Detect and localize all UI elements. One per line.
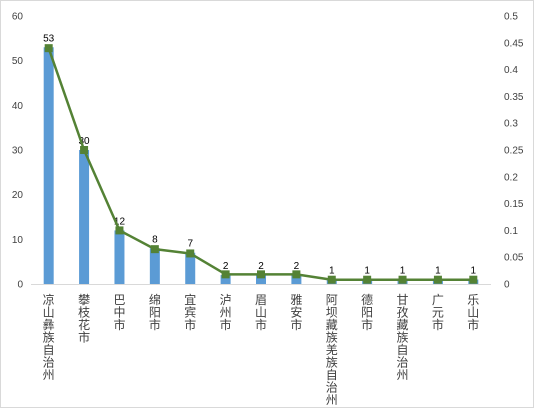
left-tick-label: 40 bbox=[12, 101, 24, 112]
bar-data-label: 12 bbox=[114, 216, 126, 227]
bar-data-label: 2 bbox=[258, 261, 264, 272]
left-tick-label: 50 bbox=[12, 56, 24, 67]
right-tick-label: 0.2 bbox=[504, 172, 518, 183]
bar bbox=[220, 275, 231, 284]
bar-data-labels: 53 30 12 8 7 2 2 2 1 1 1 1 1 bbox=[43, 33, 476, 276]
bar bbox=[185, 252, 196, 284]
bar-data-label: 1 bbox=[400, 266, 406, 277]
bar-series bbox=[43, 47, 479, 285]
line-marker bbox=[433, 275, 442, 284]
category-axis: 凉山彝族自治州 攀枝花市 巴中市 绵阳市 宜宾市 泸州市 眉山市 雅安市 阿坝藏族羌族自治州 德阳… bbox=[31, 284, 491, 407]
bar bbox=[79, 150, 90, 284]
line-marker bbox=[80, 146, 89, 154]
line-marker bbox=[257, 270, 265, 279]
right-tick-label: 0.45 bbox=[504, 38, 524, 49]
line-marker bbox=[115, 226, 124, 235]
bar bbox=[256, 275, 266, 284]
bar-data-label: 8 bbox=[152, 234, 158, 245]
line-series bbox=[44, 44, 478, 284]
category-label: 德阳市 bbox=[361, 292, 373, 332]
category-label: 凉山彝族自治州 bbox=[43, 292, 55, 382]
right-tick-label: 0 bbox=[504, 280, 510, 291]
line-marker bbox=[469, 275, 478, 284]
left-tick-label: 30 bbox=[12, 146, 24, 157]
bar-data-label: 1 bbox=[435, 266, 441, 277]
right-tick-label: 0.4 bbox=[504, 65, 518, 76]
line-marker bbox=[292, 270, 301, 279]
line-marker bbox=[398, 275, 407, 284]
series-line bbox=[47, 47, 474, 281]
right-axis: 0 0.05 0.1 0.15 0.2 0.25 0.3 0.35 0.4 0.45 0.5 bbox=[504, 12, 524, 291]
bar bbox=[291, 275, 302, 284]
bar-data-label: 1 bbox=[471, 266, 477, 277]
bar bbox=[43, 47, 54, 285]
category-label: 雅安市 bbox=[290, 292, 302, 332]
left-tick-label: 0 bbox=[17, 280, 23, 291]
category-label: 宜宾市 bbox=[184, 292, 196, 332]
category-label: 乐山市 bbox=[467, 293, 479, 332]
category-label: 广元市 bbox=[432, 293, 444, 332]
right-tick-label: 0.15 bbox=[504, 199, 524, 210]
right-tick-label: 0.05 bbox=[504, 253, 524, 264]
right-tick-label: 0.3 bbox=[504, 119, 518, 130]
right-tick-label: 0.35 bbox=[504, 92, 524, 103]
category-label: 甘孜藏族自治州 bbox=[397, 293, 409, 382]
line-marker bbox=[150, 245, 159, 254]
right-tick-label: 0.1 bbox=[504, 226, 518, 237]
bar-data-label: 30 bbox=[79, 136, 91, 147]
bar-data-label: 1 bbox=[329, 266, 335, 277]
left-tick-label: 20 bbox=[12, 190, 24, 201]
bar-data-label: 1 bbox=[364, 266, 370, 277]
bar bbox=[114, 230, 125, 284]
line-marker bbox=[186, 249, 195, 258]
line-marker bbox=[221, 270, 230, 279]
left-tick-label: 10 bbox=[12, 235, 24, 246]
category-label: 攀枝花市 bbox=[78, 293, 90, 345]
line-marker bbox=[327, 275, 336, 284]
bar-data-label: 7 bbox=[187, 239, 193, 250]
bar bbox=[149, 248, 160, 284]
left-axis: 0 10 20 30 40 50 60 bbox=[12, 12, 24, 291]
bar-data-label: 2 bbox=[223, 261, 229, 272]
category-label: 阿坝藏族羌族自治州 bbox=[326, 293, 338, 407]
line-marker bbox=[363, 275, 372, 284]
line-marker bbox=[44, 44, 53, 53]
right-tick-label: 0.25 bbox=[504, 146, 524, 157]
category-label: 巴中市 bbox=[113, 293, 125, 332]
bar-data-label: 53 bbox=[43, 33, 55, 44]
right-tick-label: 0.5 bbox=[504, 12, 518, 23]
bar-data-label: 2 bbox=[294, 261, 300, 272]
category-label: 泸州市 bbox=[220, 293, 232, 332]
category-label: 眉山市 bbox=[255, 293, 267, 332]
category-label: 绵阳市 bbox=[149, 293, 161, 332]
left-tick-label: 60 bbox=[12, 12, 24, 23]
